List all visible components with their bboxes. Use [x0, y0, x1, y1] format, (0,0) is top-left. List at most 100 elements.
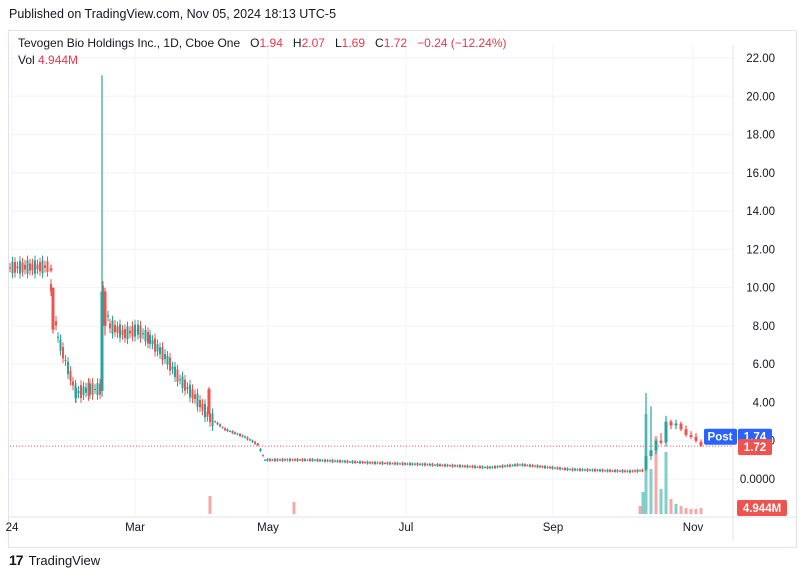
candle-body: [246, 437, 249, 440]
candle-body: [346, 460, 349, 463]
candle-body: [271, 459, 274, 461]
candle-body: [186, 387, 189, 390]
candle-body: [231, 431, 234, 434]
candle-body: [34, 260, 36, 274]
candle-body: [159, 347, 161, 355]
candle-body: [491, 466, 494, 468]
candle-body: [569, 469, 571, 471]
candle-body: [206, 411, 209, 417]
candle-body: [581, 469, 584, 471]
x-tick-label: May: [257, 522, 279, 534]
candle-body: [87, 382, 90, 397]
candle-body: [389, 462, 391, 465]
candle-body: [444, 464, 446, 467]
y-tick-label: 0.0000: [740, 474, 775, 486]
candle-body: [504, 465, 506, 467]
candle-body: [296, 458, 299, 461]
candle-body: [239, 433, 241, 437]
y-tick-label: 20.00: [746, 91, 775, 103]
symbol-label[interactable]: Tevogen Bio Holdings Inc., 1D, Cboe One: [18, 36, 241, 50]
candle-body: [211, 413, 214, 427]
candle-body: [174, 366, 176, 378]
volume-value: 4.944M: [38, 53, 79, 67]
candle-body: [359, 461, 361, 464]
candle-body: [21, 262, 24, 272]
candle-body: [244, 436, 246, 438]
candle-body: [349, 461, 351, 463]
change-value: −0.24 (−12.24%): [417, 36, 507, 50]
candle-body: [251, 440, 254, 443]
candle-body: [181, 376, 184, 389]
volume-bar: [689, 509, 693, 514]
candle-body: [376, 462, 379, 464]
high-value: 2.07: [301, 36, 325, 50]
candle-body: [399, 463, 401, 465]
candle-body: [339, 460, 341, 463]
candle-body: [11, 261, 14, 274]
candle-body: [489, 466, 491, 469]
candle-body: [534, 465, 536, 467]
ohlc-legend: Tevogen Bio Holdings Inc., 1D, Cboe One …: [18, 36, 507, 50]
candle-body: [454, 465, 456, 467]
candle-body: [142, 333, 144, 335]
volume-bar: [641, 492, 645, 514]
candle-body: [221, 427, 224, 429]
candle-body: [196, 393, 199, 407]
candle-body: [19, 260, 21, 274]
candle-body: [679, 423, 683, 430]
candle-body: [14, 262, 16, 273]
candle-body: [189, 384, 191, 398]
candle-body: [354, 461, 356, 463]
candle-body: [259, 448, 262, 452]
candle-body: [514, 464, 516, 466]
candle-body: [336, 460, 339, 462]
candle-body: [131, 326, 134, 337]
candle-body: [304, 458, 306, 461]
candle-body: [684, 429, 688, 435]
y-tick-label: 16.00: [746, 168, 775, 180]
candle-body: [466, 465, 469, 468]
candle-body: [314, 459, 316, 461]
candle-body: [424, 463, 426, 466]
candle-body: [111, 320, 114, 334]
candle-body: [254, 441, 256, 444]
candle-body: [82, 386, 85, 396]
volume-label: Vol: [18, 53, 35, 67]
candle-body: [604, 470, 606, 472]
candle-body: [46, 261, 49, 272]
candle-body: [634, 470, 636, 472]
candle-body: [371, 462, 374, 464]
volume-bar: [674, 504, 678, 514]
candle-body: [234, 432, 236, 434]
candle-body: [134, 324, 136, 337]
candle-body: [264, 459, 266, 461]
candle-body: [394, 462, 396, 465]
candle-body: [459, 464, 461, 468]
candle-body: [85, 387, 87, 393]
candle-body: [516, 463, 519, 466]
candle-body: [574, 468, 576, 471]
brand-name: TradingView: [28, 552, 101, 568]
candle-body: [309, 458, 311, 461]
volume-bar: [679, 506, 683, 514]
candle-body: [29, 263, 31, 271]
candle-body: [566, 468, 569, 471]
candle-body: [521, 463, 524, 466]
candle-body: [326, 460, 329, 462]
candle-body: [429, 463, 431, 466]
candle-body: [639, 470, 641, 472]
candle-body: [201, 403, 204, 411]
candle-body: [461, 465, 464, 467]
candle-body: [9, 267, 11, 269]
candle-body: [391, 463, 394, 465]
last-price-value: 1.72: [744, 442, 766, 454]
candle-body: [559, 467, 561, 470]
candle-body: [316, 459, 319, 462]
candle-body: [659, 440, 663, 443]
candle-body: [596, 469, 599, 471]
candle-body: [669, 421, 673, 426]
candle-body: [166, 355, 169, 365]
candle-body: [284, 459, 286, 461]
candle-body: [24, 264, 26, 270]
